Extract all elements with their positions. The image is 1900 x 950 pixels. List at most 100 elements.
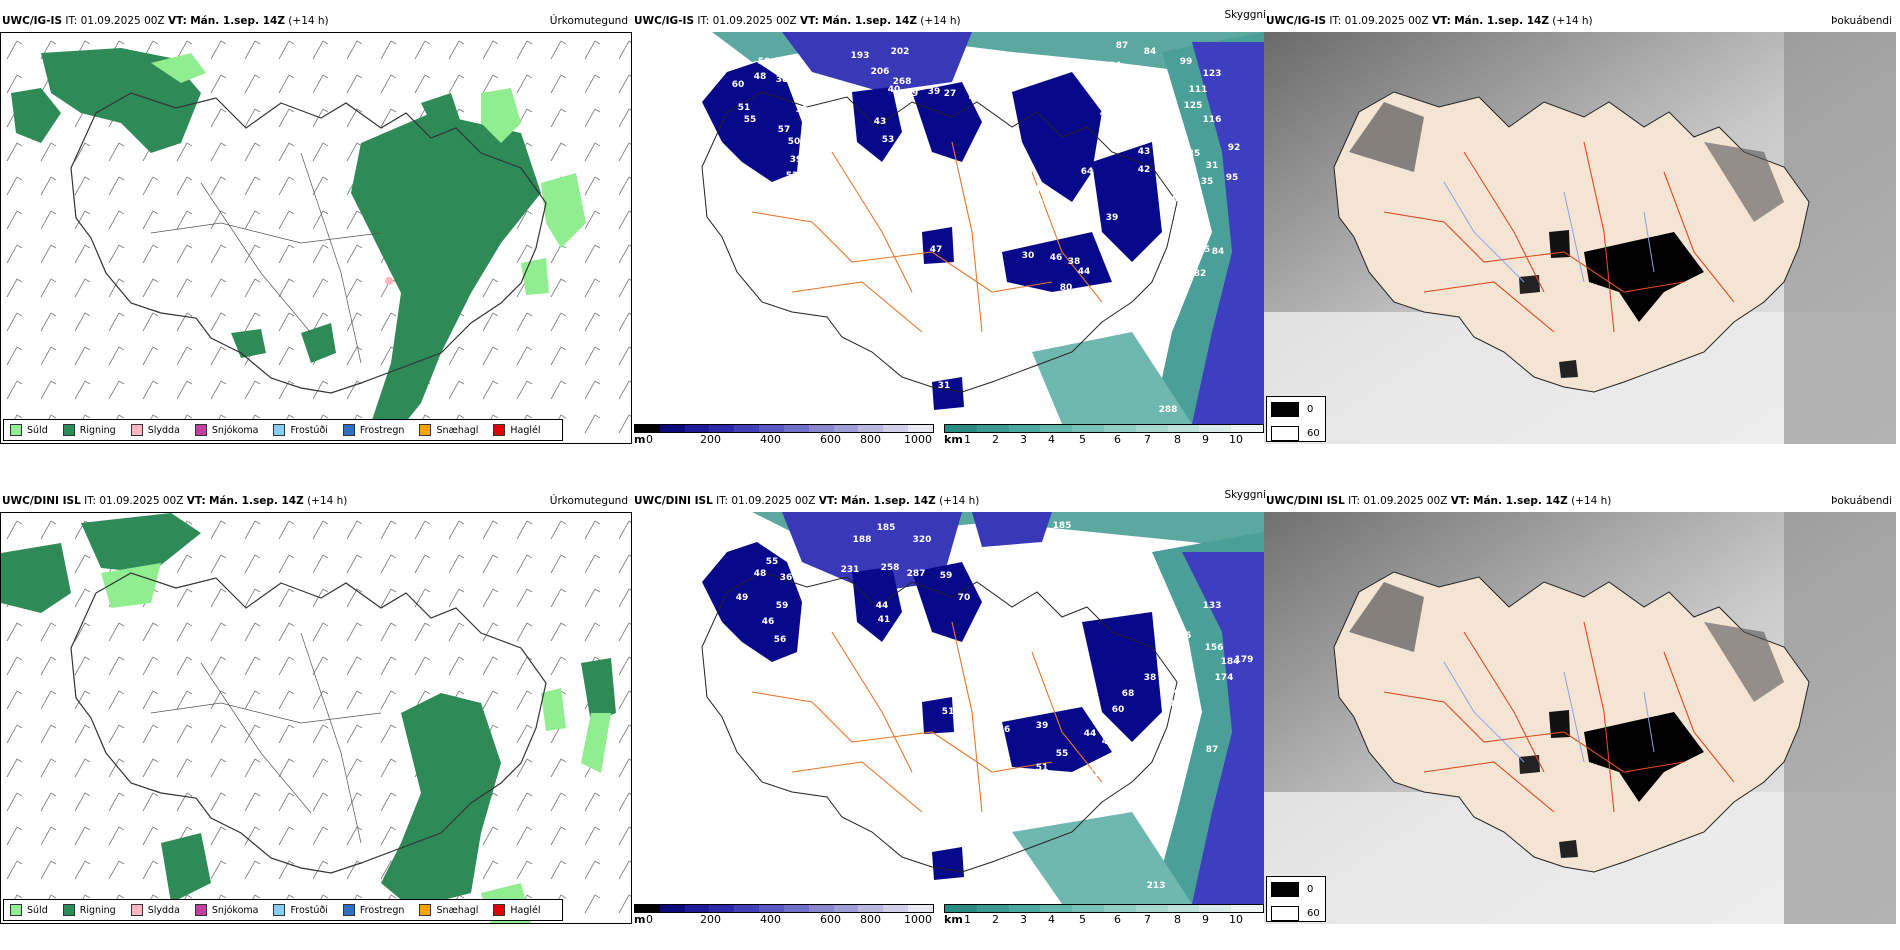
visibility-value-label: 84 xyxy=(1212,247,1225,257)
visibility-svg-bottom: 55 48 36 49 59 38 46 56 50 44 41 40 29 51 36 39 55 51 52 44… xyxy=(632,512,1264,904)
fog-legend-row-low: 0 xyxy=(1267,397,1325,421)
colorbar-tick: 0 xyxy=(646,913,653,926)
colorbar-strip xyxy=(944,904,1264,913)
legend-swatch xyxy=(342,424,355,436)
visibility-value-label: 51 xyxy=(738,103,751,113)
visibility-value-label: 92 xyxy=(1228,143,1241,153)
panel-header: UWC/IG-IS IT: 01.09.2025 00Z VT: Mán. 1.… xyxy=(632,9,1266,30)
init-time: 01.09.2025 00Z xyxy=(80,15,165,27)
visibility-value-label: 67 xyxy=(1134,605,1147,615)
legend-item-snow-pellets: Snæhagl xyxy=(419,424,478,436)
visibility-value-label: 40 xyxy=(888,85,901,95)
visibility-value-label: 48 xyxy=(1132,83,1145,93)
visibility-value-label: 174 xyxy=(1215,673,1234,683)
lead-time: (+14 h) xyxy=(288,15,329,27)
visibility-value-label: 185 xyxy=(1053,521,1072,531)
visibility-value-label: 57 xyxy=(778,125,791,135)
visibility-value-label: 46 xyxy=(1102,737,1115,747)
visibility-value-label: 44 xyxy=(1084,729,1097,739)
visibility-value-label: 52 xyxy=(1088,769,1101,779)
panel-header: UWC/DINI ISL IT: 01.09.2025 00Z VT: Mán.… xyxy=(0,492,632,510)
legend-swatch xyxy=(342,904,355,916)
visibility-value-label: 43 xyxy=(1138,147,1151,157)
visibility-value-label: 35 xyxy=(1201,177,1214,187)
visibility-value-label: 111 xyxy=(1189,85,1208,95)
visibility-value-label: 287 xyxy=(907,569,926,579)
panel-header: UWC/IG-IS IT: 01.09.2025 00Z VT: Mán. 1.… xyxy=(1264,12,1896,30)
legend-swatch xyxy=(10,904,22,916)
visibility-value-label: 35 xyxy=(796,105,809,115)
visibility-value-label: 48 xyxy=(1038,199,1051,209)
visibility-value-label: 30 xyxy=(1022,251,1035,261)
visibility-value-label: 206 xyxy=(871,67,890,77)
visibility-value-label: 53 xyxy=(786,171,799,181)
visibility-value-label: 31 xyxy=(1206,161,1219,171)
visibility-value-label: 12 xyxy=(994,605,1007,615)
fog-map[interactable]: 0 60 xyxy=(1264,512,1896,924)
valid-time: Mán. 1.sep. 14Z xyxy=(1473,495,1568,507)
colorbar-tick: 200 xyxy=(700,433,721,446)
visibility-value-label: 56 xyxy=(774,635,787,645)
visibility-value-label: 39 xyxy=(1036,721,1049,731)
visibility-map[interactable]: 55 48 36 49 59 38 46 56 50 44 41 40 29 51 36 39 55 51 52 44… xyxy=(632,512,1264,904)
visibility-value-label: 123 xyxy=(1203,69,1222,79)
visibility-map[interactable]: 50 56 48 38 60 51 55 57 50 39 53 42 42 35 43 53 40 39 39 27… xyxy=(632,32,1264,424)
visibility-value-label: 38 xyxy=(776,75,789,85)
panel-title: Úrkomutegund xyxy=(549,495,628,507)
precip-map[interactable]: Súld Rigning Slydda Snjókoma Frostúði Fr… xyxy=(0,32,632,444)
precip-map[interactable]: Súld Rigning Slydda Snjókoma Frostúði Fr… xyxy=(0,512,632,924)
legend-item-snow: Snjókoma xyxy=(194,424,258,436)
visibility-value-label: 75 xyxy=(996,173,1009,183)
colorbar-tick: 600 xyxy=(820,433,841,446)
visibility-value-label: 49 xyxy=(1100,109,1113,119)
visibility-value-label: 59 xyxy=(940,571,953,581)
model-name: UWC/DINI ISL xyxy=(634,495,713,507)
visibility-colorbar: km 1 2 3 4 5 6 7 8 9 10 xyxy=(944,904,1264,928)
init-time: 01.09.2025 00Z xyxy=(1363,495,1448,507)
legend-item-rain: Rigning xyxy=(62,904,116,916)
panel-header: UWC/DINI ISL IT: 01.09.2025 00Z VT: Mán.… xyxy=(1264,492,1896,510)
colorbar-tick: 200 xyxy=(700,913,721,926)
visibility-value-label: 104 xyxy=(1103,61,1122,71)
panel-title: Skyggni xyxy=(1224,9,1267,21)
visibility-colorbar: km 1 2 3 4 5 6 7 8 9 10 xyxy=(944,424,1264,448)
fog-legend-row-low: 0 xyxy=(1267,877,1325,901)
legend-swatch xyxy=(194,424,207,436)
valid-time: Mán. 1.sep. 14Z xyxy=(1454,15,1549,27)
colorbar-unit: km xyxy=(944,433,963,446)
visibility-value-label: 41 xyxy=(878,615,891,625)
fog-map[interactable]: 0 60 xyxy=(1264,32,1896,444)
visibility-value-label: 42 xyxy=(738,203,751,213)
visibility-value-label: 29 xyxy=(872,723,885,733)
visibility-value-label: 185 xyxy=(877,523,896,533)
colorbar-tick: 9 xyxy=(1202,913,1209,926)
visibility-value-label: 40 xyxy=(969,93,982,103)
visibility-value-label: 50 xyxy=(758,57,771,67)
legend-item-freezing-rain: Frostregn xyxy=(342,904,404,916)
legend-item-rain: Rigning xyxy=(62,424,116,436)
visibility-value-label: 49 xyxy=(1101,135,1114,145)
visibility-value-label: 31 xyxy=(938,381,951,391)
lead-time: (+14 h) xyxy=(939,495,980,507)
visibility-value-label: 60 xyxy=(1112,705,1125,715)
visibility-value-label: 202 xyxy=(891,47,910,57)
visibility-value-label: 80 xyxy=(1060,283,1073,293)
colorbar-tick: 1000 xyxy=(904,913,932,926)
legend-item-hail: Haglél xyxy=(493,424,541,436)
visibility-value-label: 36 xyxy=(998,725,1011,735)
visibility-value-label: 84 xyxy=(1144,47,1157,57)
visibility-value-label: 48 xyxy=(754,72,767,82)
visibility-value-label: 165 xyxy=(1173,631,1192,641)
visibility-value-label: 46 xyxy=(762,617,775,627)
visibility-value-label: 84 xyxy=(1178,235,1191,245)
visibility-value-label: 10 xyxy=(1068,537,1081,547)
valid-time: Mán. 1.sep. 14Z xyxy=(190,15,285,27)
colorbar-tick: 5 xyxy=(1079,913,1086,926)
precip-legend: Súld Rigning Slydda Snjókoma Frostúði Fr… xyxy=(3,899,563,921)
colorbar-tick: 800 xyxy=(860,433,881,446)
legend-item-sleet: Slydda xyxy=(130,904,180,916)
visibility-value-label: 33 xyxy=(990,255,1003,265)
colorbar-tick: 7 xyxy=(1144,433,1151,446)
colorbar-strip xyxy=(634,904,934,913)
visibility-value-label: 116 xyxy=(1203,115,1222,125)
